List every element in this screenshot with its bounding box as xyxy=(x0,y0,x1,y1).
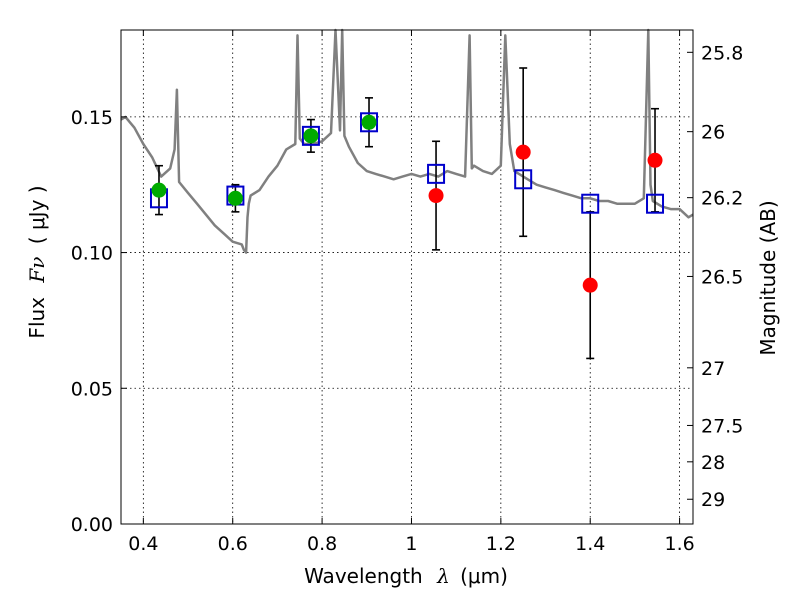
y-axis-symbol: Fν xyxy=(25,257,49,284)
x-axis-unit: (μm) xyxy=(460,564,508,588)
model-band-square xyxy=(514,169,533,190)
y-axis-unit: ( μJy ) xyxy=(25,185,49,244)
photometry-point xyxy=(428,188,444,204)
y2-tick-label: 26.2 xyxy=(701,188,743,210)
model-band-square xyxy=(646,193,665,214)
x-axis-symbol: λ xyxy=(436,564,450,588)
y-tick-label: 0.10 xyxy=(71,243,113,265)
photometry-point xyxy=(151,182,167,198)
model-band-square xyxy=(427,163,446,184)
spectrum-line xyxy=(120,28,694,254)
x-tick-label: 1.2 xyxy=(486,533,516,555)
y2-tick-label: 28 xyxy=(701,452,725,474)
y-axis-title: Flux xyxy=(25,297,49,339)
x-axis-title: Wavelength xyxy=(304,564,423,588)
model-band-square xyxy=(301,125,320,146)
x-tick-label: 1 xyxy=(405,533,417,555)
spectrum-series xyxy=(120,28,694,254)
y2-tick-label: 26.5 xyxy=(701,266,743,288)
y-axis-label: Flux Fν ( μJy ) xyxy=(25,185,49,338)
y2-tick-label: 29 xyxy=(701,489,725,511)
y2-tick-label: 27.5 xyxy=(701,415,743,437)
y2-axis-label: Magnitude (AB) xyxy=(756,200,780,355)
y-tick-label: 0.15 xyxy=(71,107,113,129)
y-tick-label: 0.00 xyxy=(71,514,113,536)
photometry-point xyxy=(515,144,531,160)
y2-tick-label: 26 xyxy=(701,122,725,144)
x-tick-label: 1.6 xyxy=(664,533,694,555)
photometry-point xyxy=(647,152,663,168)
model-band-square xyxy=(360,112,379,133)
y2-tick-label: 27 xyxy=(701,358,725,380)
plot-frame xyxy=(120,29,694,525)
y2-tick-label: 25.8 xyxy=(701,42,743,64)
x-tick-label: 0.4 xyxy=(128,533,158,555)
x-axis-label: Wavelength λ (μm) xyxy=(304,564,508,588)
photometry-point xyxy=(582,277,598,293)
x-tick-label: 0.8 xyxy=(307,533,337,555)
x-tick-label: 1.4 xyxy=(575,533,605,555)
axis-ticks: 0.4 0.6 0.8 1 1.2 1.4 1.6 0.00 0.05 0.10 0.15 25.8 2… xyxy=(71,30,743,555)
model-band-square xyxy=(581,193,600,214)
x-tick-label: 0.6 xyxy=(218,533,248,555)
photometry-point xyxy=(227,190,243,206)
photometry-point xyxy=(303,128,319,144)
grid-lines xyxy=(121,30,693,525)
photometry-markers xyxy=(151,114,663,293)
y-tick-label: 0.05 xyxy=(71,378,113,400)
photometry-point xyxy=(361,114,377,130)
